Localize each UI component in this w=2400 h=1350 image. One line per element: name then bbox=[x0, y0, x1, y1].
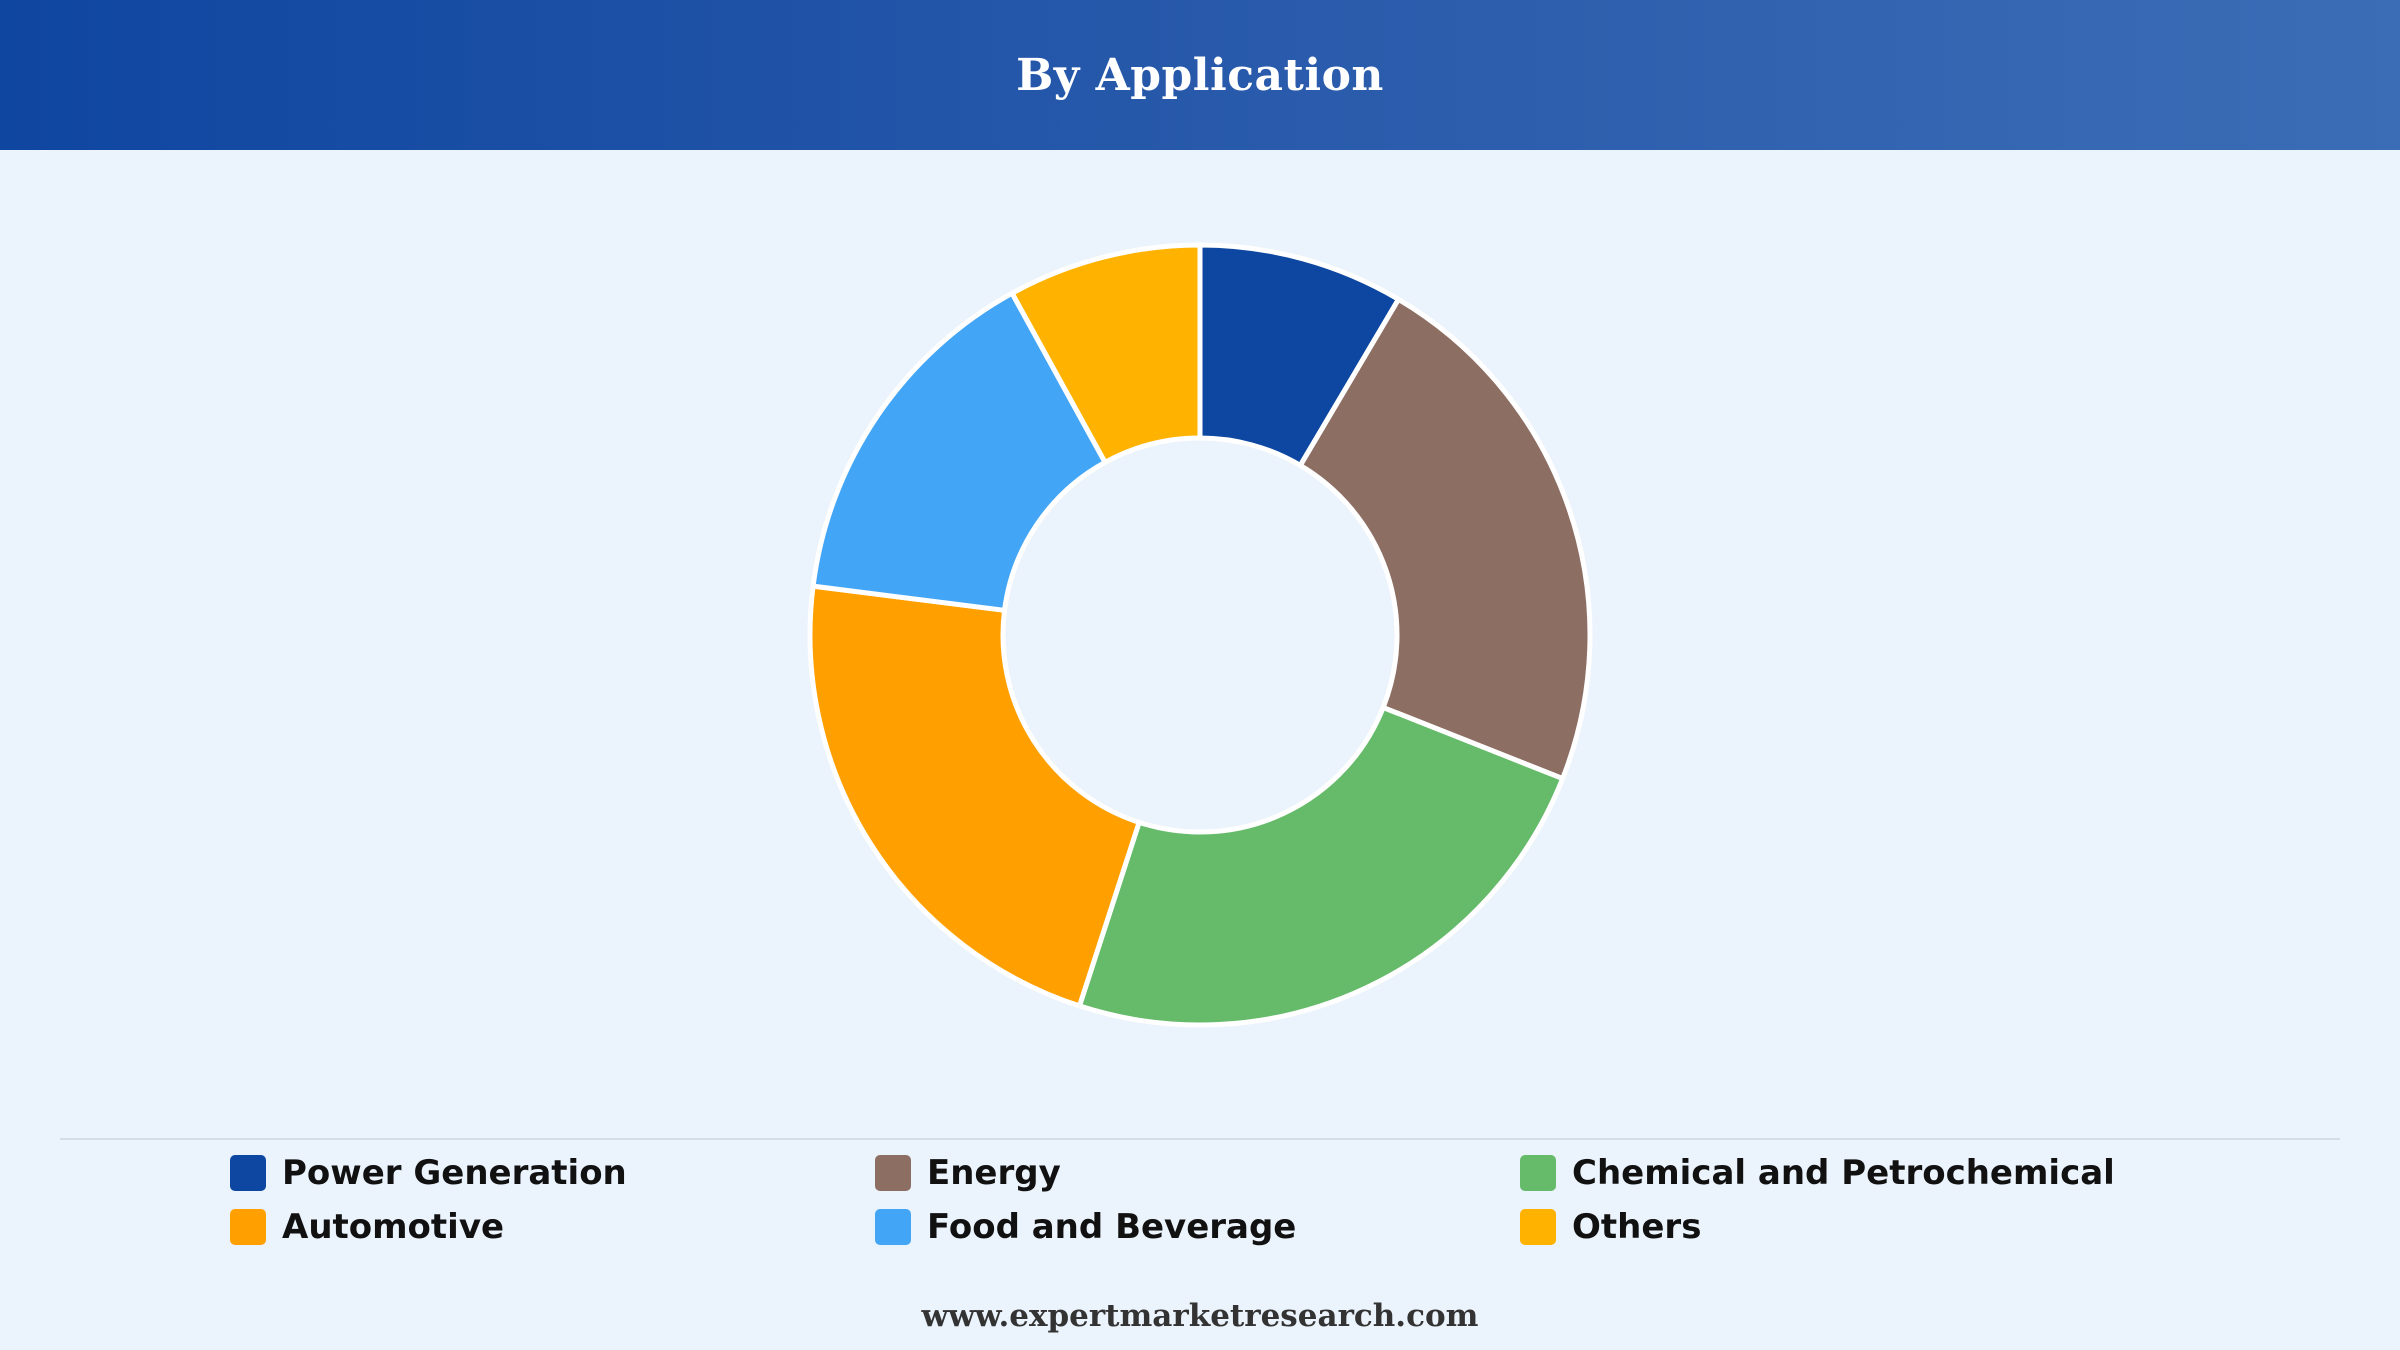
donut-slice-chemical-and-petrochemical bbox=[1076, 705, 1566, 1028]
chart-area bbox=[0, 150, 2400, 1130]
donut-slice-automotive bbox=[807, 583, 1142, 1009]
legend-label: Automotive bbox=[282, 1207, 505, 1247]
donut-slice-others bbox=[1009, 242, 1203, 465]
legend-item-others: Others bbox=[1520, 1207, 2165, 1247]
legend-swatch bbox=[1520, 1209, 1556, 1245]
legend-item-food-and-beverage: Food and Beverage bbox=[875, 1207, 1520, 1247]
legend-label: Chemical and Petrochemical bbox=[1572, 1153, 2115, 1193]
chart-header: By Application bbox=[0, 0, 2400, 150]
donut-slice-energy bbox=[1297, 296, 1593, 782]
legend-swatch bbox=[230, 1209, 266, 1245]
legend-swatch bbox=[230, 1155, 266, 1191]
legend-item-automotive: Automotive bbox=[230, 1207, 875, 1247]
donut-chart bbox=[807, 242, 1593, 1028]
donut-slice-food-and-beverage bbox=[810, 290, 1108, 613]
chart-legend: Power Generation Energy Chemical and Petro… bbox=[230, 1153, 2230, 1247]
legend-label: Power Generation bbox=[282, 1153, 627, 1193]
legend-item-power-generation: Power Generation bbox=[230, 1153, 875, 1193]
legend-label: Energy bbox=[927, 1153, 1061, 1193]
legend-divider bbox=[60, 1138, 2340, 1140]
legend-item-chemical-and-petrochemical: Chemical and Petrochemical bbox=[1520, 1153, 2165, 1193]
legend-swatch bbox=[875, 1155, 911, 1191]
legend-item-energy: Energy bbox=[875, 1153, 1520, 1193]
source-text: www.expertmarketresearch.com bbox=[921, 1298, 1479, 1334]
legend-swatch bbox=[1520, 1155, 1556, 1191]
chart-title: By Application bbox=[1016, 49, 1384, 101]
legend-label: Food and Beverage bbox=[927, 1207, 1297, 1247]
legend-label: Others bbox=[1572, 1207, 1702, 1247]
legend-swatch bbox=[875, 1209, 911, 1245]
